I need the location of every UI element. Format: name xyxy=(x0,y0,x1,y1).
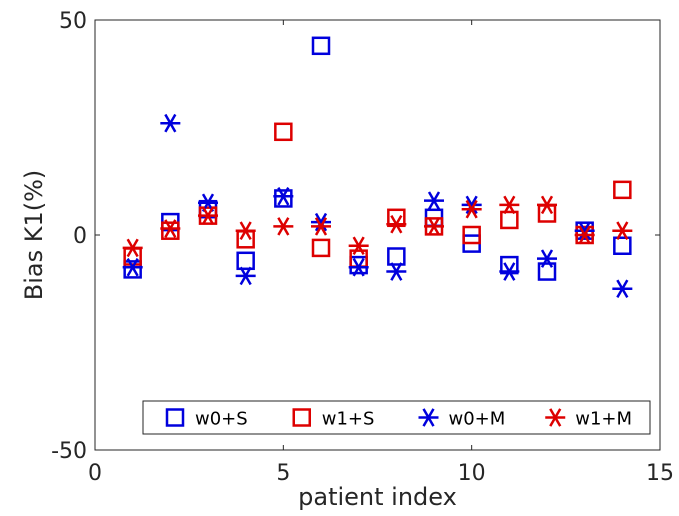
x-tick-label: 5 xyxy=(276,461,290,486)
plot-background xyxy=(95,20,660,450)
data-point xyxy=(499,262,520,281)
legend-marker xyxy=(292,408,311,427)
data-point xyxy=(461,195,482,215)
data-point xyxy=(123,260,142,279)
data-point xyxy=(311,238,331,258)
data-point xyxy=(462,225,481,245)
data-point xyxy=(311,212,331,232)
data-point xyxy=(161,221,180,240)
data-point xyxy=(122,257,143,277)
data-point xyxy=(235,266,256,286)
series-3 xyxy=(122,113,633,299)
data-point xyxy=(311,217,331,236)
data-point xyxy=(273,187,294,206)
data-point xyxy=(612,279,633,299)
y-axis-label: Bias K1(%) xyxy=(20,170,48,301)
legend-marker xyxy=(165,408,185,427)
y-tick-label: 50 xyxy=(59,9,87,34)
data-point xyxy=(160,113,181,133)
series-4 xyxy=(122,195,633,258)
data-point xyxy=(386,214,407,234)
legend-box xyxy=(142,400,651,435)
data-point xyxy=(198,206,218,225)
x-tick-label: 15 xyxy=(646,461,674,486)
x-axis-label: patient index xyxy=(298,483,457,511)
data-point xyxy=(273,217,294,236)
data-point xyxy=(386,262,407,281)
x-tick-label: 0 xyxy=(88,461,102,486)
data-point xyxy=(348,257,369,277)
data-point xyxy=(160,219,181,238)
legend-marker xyxy=(545,408,566,427)
data-point xyxy=(499,195,520,215)
data-marks xyxy=(122,36,633,299)
data-point xyxy=(236,251,255,271)
legend-label: w0+M xyxy=(449,409,506,430)
legend-label: w0+S xyxy=(195,409,248,430)
data-point xyxy=(574,221,595,240)
data-point xyxy=(537,195,557,215)
y-tick-label: 0 xyxy=(73,224,87,249)
data-point xyxy=(235,221,256,240)
data-point xyxy=(424,191,444,210)
data-point xyxy=(424,217,444,236)
data-point xyxy=(613,180,632,200)
data-point xyxy=(387,247,406,266)
data-point xyxy=(461,199,482,219)
legend-label: w1+S xyxy=(322,409,375,430)
data-point xyxy=(122,238,143,258)
x-tick-label: 10 xyxy=(458,461,486,486)
data-point xyxy=(348,236,369,256)
data-point xyxy=(274,122,293,142)
data-point xyxy=(537,262,557,281)
data-point xyxy=(612,221,633,240)
legend-marker xyxy=(418,408,439,427)
data-point xyxy=(537,249,557,268)
data-point xyxy=(574,225,595,245)
legend-label: w1+M xyxy=(575,409,632,430)
legend: w0+S w1+S w0+M w1+M xyxy=(142,400,651,435)
data-point xyxy=(613,236,632,255)
y-tick-label: -50 xyxy=(51,439,87,464)
data-point xyxy=(274,189,293,208)
data-point xyxy=(311,36,331,56)
data-point xyxy=(500,210,519,230)
